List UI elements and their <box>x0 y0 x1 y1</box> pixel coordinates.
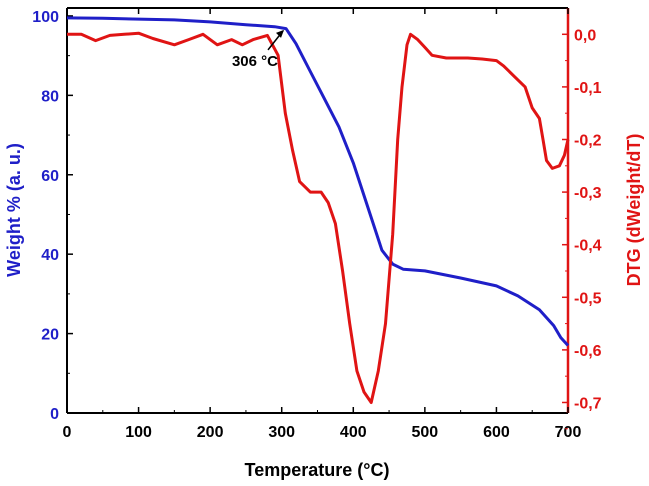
annotation-label: 306 °C <box>232 53 278 70</box>
y-tick-label: 100 <box>32 9 59 26</box>
weight-curve <box>66 16 570 347</box>
x-tick-label: 0 <box>63 424 72 441</box>
chart-marks: 306 °C <box>66 16 570 404</box>
y2-tick-label: -0,6 <box>574 343 602 360</box>
x-tick-label: 700 <box>555 424 582 441</box>
y2-tick-label: -0,1 <box>574 80 602 97</box>
x-tick-label: 200 <box>197 424 224 441</box>
x-tick-label: 400 <box>340 424 367 441</box>
y-tick-label: 20 <box>41 327 59 344</box>
x-tick-label: 100 <box>125 424 152 441</box>
x-tick-label: 600 <box>483 424 510 441</box>
dtg-curve <box>67 31 570 404</box>
annotation-arrowhead <box>276 29 285 38</box>
plot-area: 0 100 200 300 400 500 600 700 0 20 40 60 80 100 0,0 -0,… <box>32 7 602 441</box>
y-axis-title: Weight % (a. u.) <box>4 143 24 277</box>
y2-tick-label: -0,7 <box>574 395 602 412</box>
x-tick-label: 500 <box>412 424 439 441</box>
y2-tick-label: -0,2 <box>574 132 602 149</box>
y-tick-label: 40 <box>41 247 59 264</box>
x-tick-label: 300 <box>268 424 295 441</box>
y-tick-label: 0 <box>50 406 59 423</box>
y2-axis-title: DTG (dWeight/dT) <box>624 134 644 287</box>
y-tick-label: 60 <box>41 168 59 185</box>
y2-tick-label: -0,5 <box>574 290 602 307</box>
y2-tick-label: -0,4 <box>574 238 602 255</box>
y2-tick-label: 0,0 <box>574 27 596 44</box>
x-axis-title: Temperature (°C) <box>245 460 390 480</box>
y2-tick-label: -0,3 <box>574 185 602 202</box>
y-tick-label: 80 <box>41 88 59 105</box>
